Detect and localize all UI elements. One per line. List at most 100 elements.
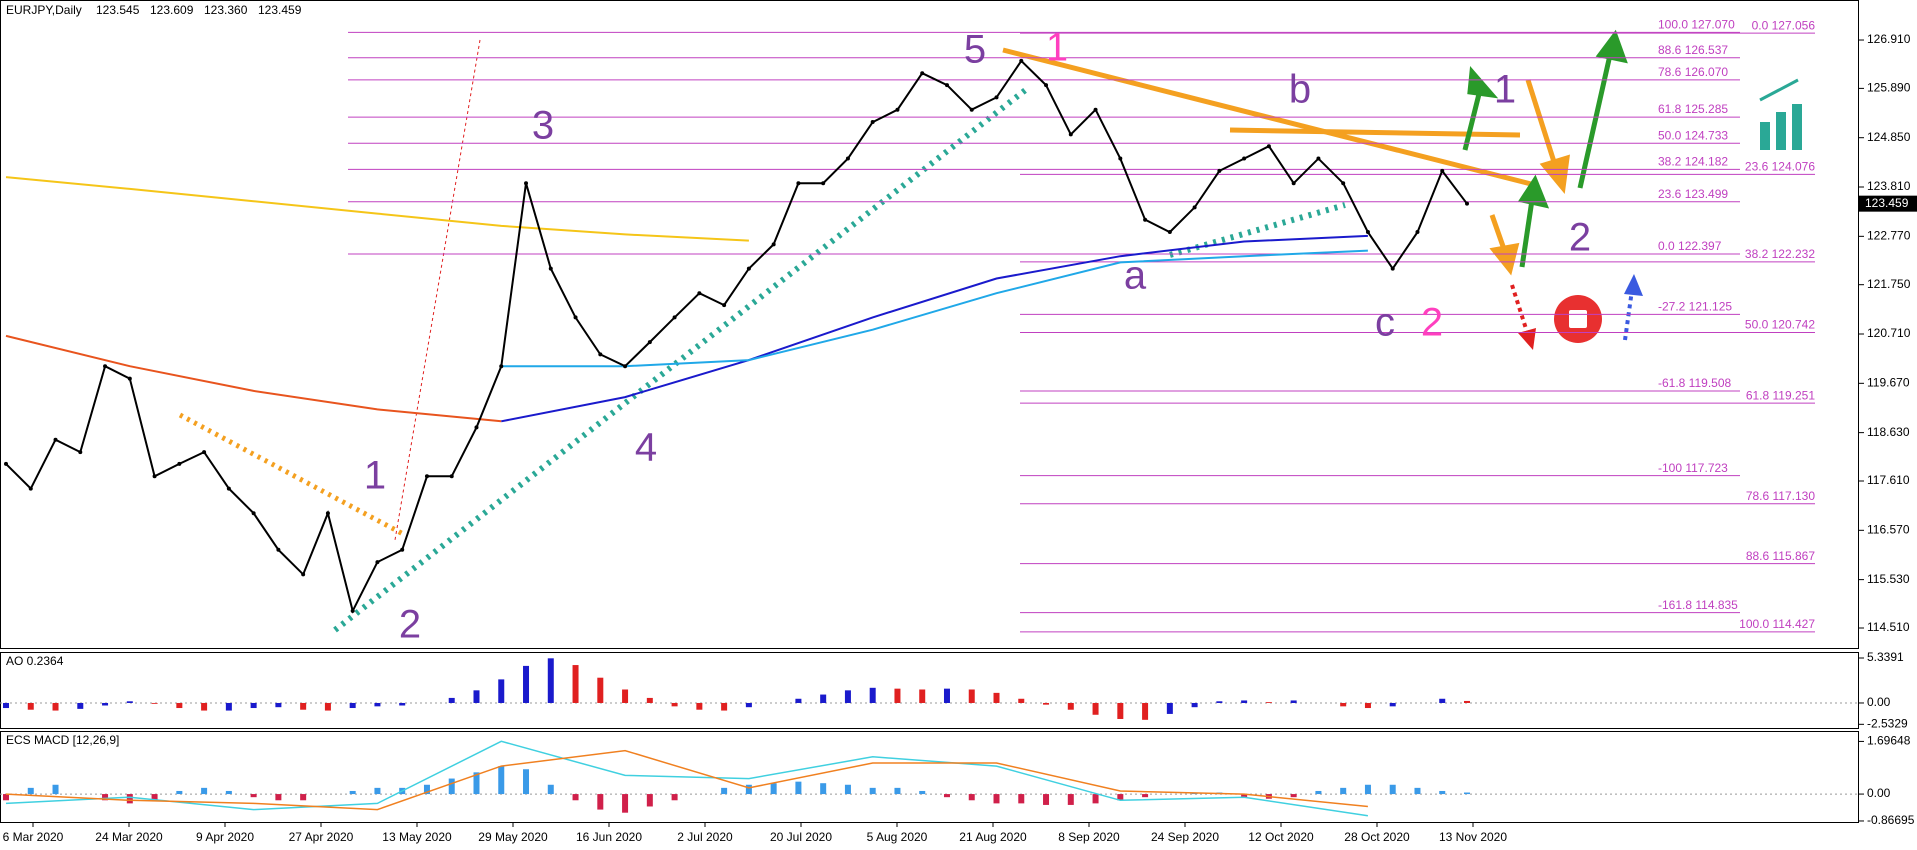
- arrow: [1489, 214, 1508, 253]
- y-tick-label: 115.530: [1867, 572, 1910, 586]
- price-point: [276, 547, 281, 552]
- price-point: [1093, 107, 1098, 112]
- last-price-box: [1859, 195, 1917, 212]
- price-point: [944, 83, 949, 88]
- macd-bar: [844, 784, 851, 795]
- ao-bar: [943, 688, 950, 703]
- x-tick-label: 6 Mar 2020: [3, 830, 64, 844]
- price-point: [623, 364, 628, 369]
- price-point: [152, 474, 157, 479]
- price-point: [400, 547, 405, 552]
- ao-bar: [1439, 698, 1446, 703]
- ao-bar: [597, 677, 604, 703]
- macd-panel: [0, 731, 1859, 823]
- ao-bar: [3, 702, 9, 709]
- ao-bar: [399, 702, 406, 706]
- macd-bar: [1067, 794, 1074, 805]
- price-point: [1118, 156, 1123, 161]
- ao-bar: [1067, 702, 1074, 710]
- price-point: [499, 364, 504, 369]
- x-tick-label: 20 Jul 2020: [770, 830, 832, 844]
- arrow: [1462, 89, 1483, 151]
- x-tick-label: 13 Nov 2020: [1439, 830, 1507, 844]
- price-point: [103, 364, 108, 369]
- ao-bar: [869, 687, 876, 703]
- fib-label: 61.8 119.251: [1746, 388, 1816, 402]
- price-point: [1341, 181, 1346, 186]
- x-tick-label: 24 Mar 2020: [95, 830, 163, 844]
- price-point: [1316, 156, 1321, 161]
- fib-label: 100.0 114.427: [1739, 617, 1815, 631]
- ao-bar: [547, 658, 554, 703]
- price-point: [895, 107, 900, 112]
- ao-bar: [523, 665, 530, 703]
- macd-bar: [943, 794, 950, 798]
- ao-bar: [1241, 700, 1248, 703]
- arrow-head: [1467, 65, 1499, 99]
- macd-bar: [498, 766, 505, 795]
- macd-bar: [721, 787, 728, 795]
- macd-bar: [597, 794, 604, 810]
- price-point: [474, 425, 479, 430]
- arrow: [1519, 199, 1535, 268]
- price-point: [177, 461, 182, 466]
- price-point: [1390, 266, 1395, 271]
- price-point: [1044, 83, 1049, 88]
- ao-bar: [77, 702, 84, 709]
- macd-bar: [1043, 794, 1050, 805]
- ao-bar: [993, 692, 1000, 703]
- trend-line: [333, 85, 1030, 633]
- fib-label: -100 117.723: [1658, 461, 1728, 475]
- macd-bar: [1117, 794, 1124, 801]
- price-point: [350, 608, 355, 613]
- price-point: [1192, 205, 1197, 210]
- price-point: [424, 474, 429, 479]
- price-point: [573, 315, 578, 320]
- wave-label: 1: [1046, 26, 1068, 70]
- fib-label: 0.0 122.397: [1658, 239, 1722, 253]
- wave-label: 3: [532, 104, 554, 148]
- stop-square: [1569, 310, 1587, 328]
- fib-label: 88.6 126.537: [1658, 43, 1728, 57]
- fib-label: 88.6 115.867: [1746, 549, 1816, 563]
- arrow: [1510, 284, 1530, 336]
- x-tick-label: 29 May 2020: [478, 830, 548, 844]
- ao-bar: [102, 702, 109, 706]
- wave-label: 2: [1569, 216, 1591, 260]
- y-tick-label: 119.670: [1867, 375, 1910, 389]
- macd-bar: [176, 790, 183, 795]
- icon-arrow: [1759, 78, 1799, 102]
- icon-bar: [1776, 112, 1786, 150]
- macd-bar: [770, 783, 777, 795]
- ao-bar: [126, 701, 133, 703]
- icon-bar: [1760, 122, 1770, 150]
- trend-line: [178, 412, 407, 538]
- ao-bar: [1290, 700, 1297, 703]
- macd-line: [5, 740, 1369, 817]
- fib-label: -27.2 121.125: [1658, 299, 1732, 313]
- ao-bar: [201, 702, 208, 711]
- fib-label: 23.6 123.499: [1658, 187, 1728, 201]
- x-tick-label: 13 May 2020: [382, 830, 452, 844]
- y-tick-label: 120.710: [1867, 326, 1911, 340]
- arrow-head: [1539, 154, 1570, 195]
- wave-label: 1: [1494, 68, 1516, 112]
- fib-label: 78.6 126.070: [1658, 65, 1728, 79]
- macd-bar: [250, 794, 257, 798]
- price-point: [301, 572, 306, 577]
- price-point: [920, 71, 925, 76]
- ao-bar: [27, 702, 34, 710]
- wave-label: 5: [964, 28, 986, 72]
- x-tick-label: 28 Oct 2020: [1344, 830, 1410, 844]
- ao-bar: [1142, 702, 1149, 720]
- y-tick-label: 126.910: [1867, 32, 1911, 46]
- macd-title: ECS MACD [12,26,9]: [6, 733, 119, 747]
- ao-title: AO 0.2364: [6, 654, 64, 668]
- price-point: [1242, 156, 1247, 161]
- ao-bar: [919, 689, 926, 703]
- ohlc-close: 123.459: [258, 3, 302, 17]
- x-tick-label: 24 Sep 2020: [1151, 830, 1219, 844]
- ohlc-open: 123.545: [96, 3, 140, 17]
- x-tick-label: 5 Aug 2020: [867, 830, 928, 844]
